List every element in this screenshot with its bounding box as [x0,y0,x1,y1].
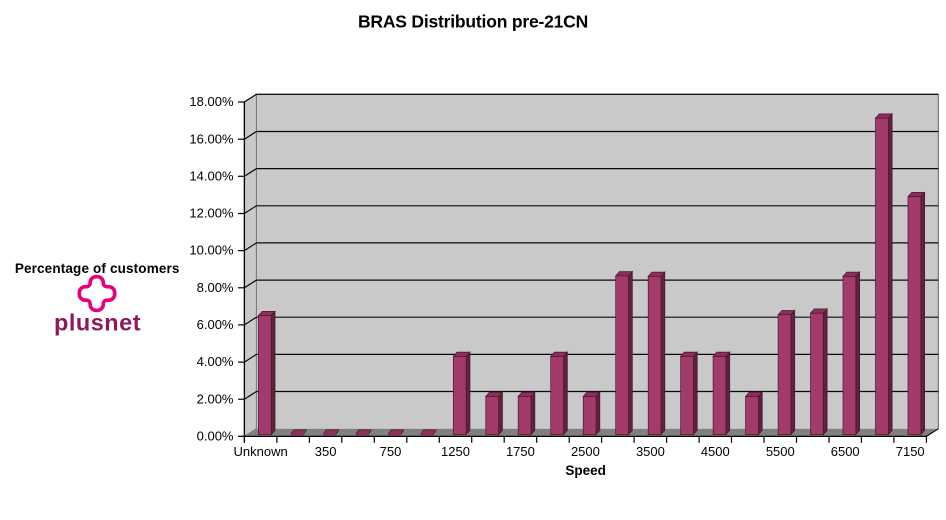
svg-text:Percentage of customers: Percentage of customers [15,261,180,276]
svg-text:3500: 3500 [636,444,665,459]
svg-text:Unknown: Unknown [233,444,287,459]
svg-text:16.00%: 16.00% [189,131,234,146]
svg-text:12.00%: 12.00% [189,206,234,221]
svg-text:1250: 1250 [441,444,470,459]
svg-text:1750: 1750 [506,444,535,459]
svg-text:4500: 4500 [701,444,730,459]
svg-text:7150: 7150 [896,444,925,459]
svg-text:0.00%: 0.00% [197,429,234,444]
svg-text:2.00%: 2.00% [197,391,234,406]
svg-text:plusnet: plusnet [54,310,141,336]
svg-text:Speed: Speed [565,463,606,478]
svg-text:8.00%: 8.00% [197,280,234,295]
svg-text:18.00%: 18.00% [189,94,234,109]
svg-text:4.00%: 4.00% [197,354,234,369]
svg-text:BRAS Distribution pre-21CN: BRAS Distribution pre-21CN [358,11,588,31]
svg-text:6.00%: 6.00% [197,317,234,332]
svg-text:750: 750 [380,444,402,459]
svg-text:350: 350 [315,444,337,459]
svg-text:6500: 6500 [831,444,860,459]
svg-text:2500: 2500 [571,444,600,459]
svg-text:14.00%: 14.00% [189,168,234,183]
svg-text:10.00%: 10.00% [189,243,234,258]
svg-text:5500: 5500 [766,444,795,459]
